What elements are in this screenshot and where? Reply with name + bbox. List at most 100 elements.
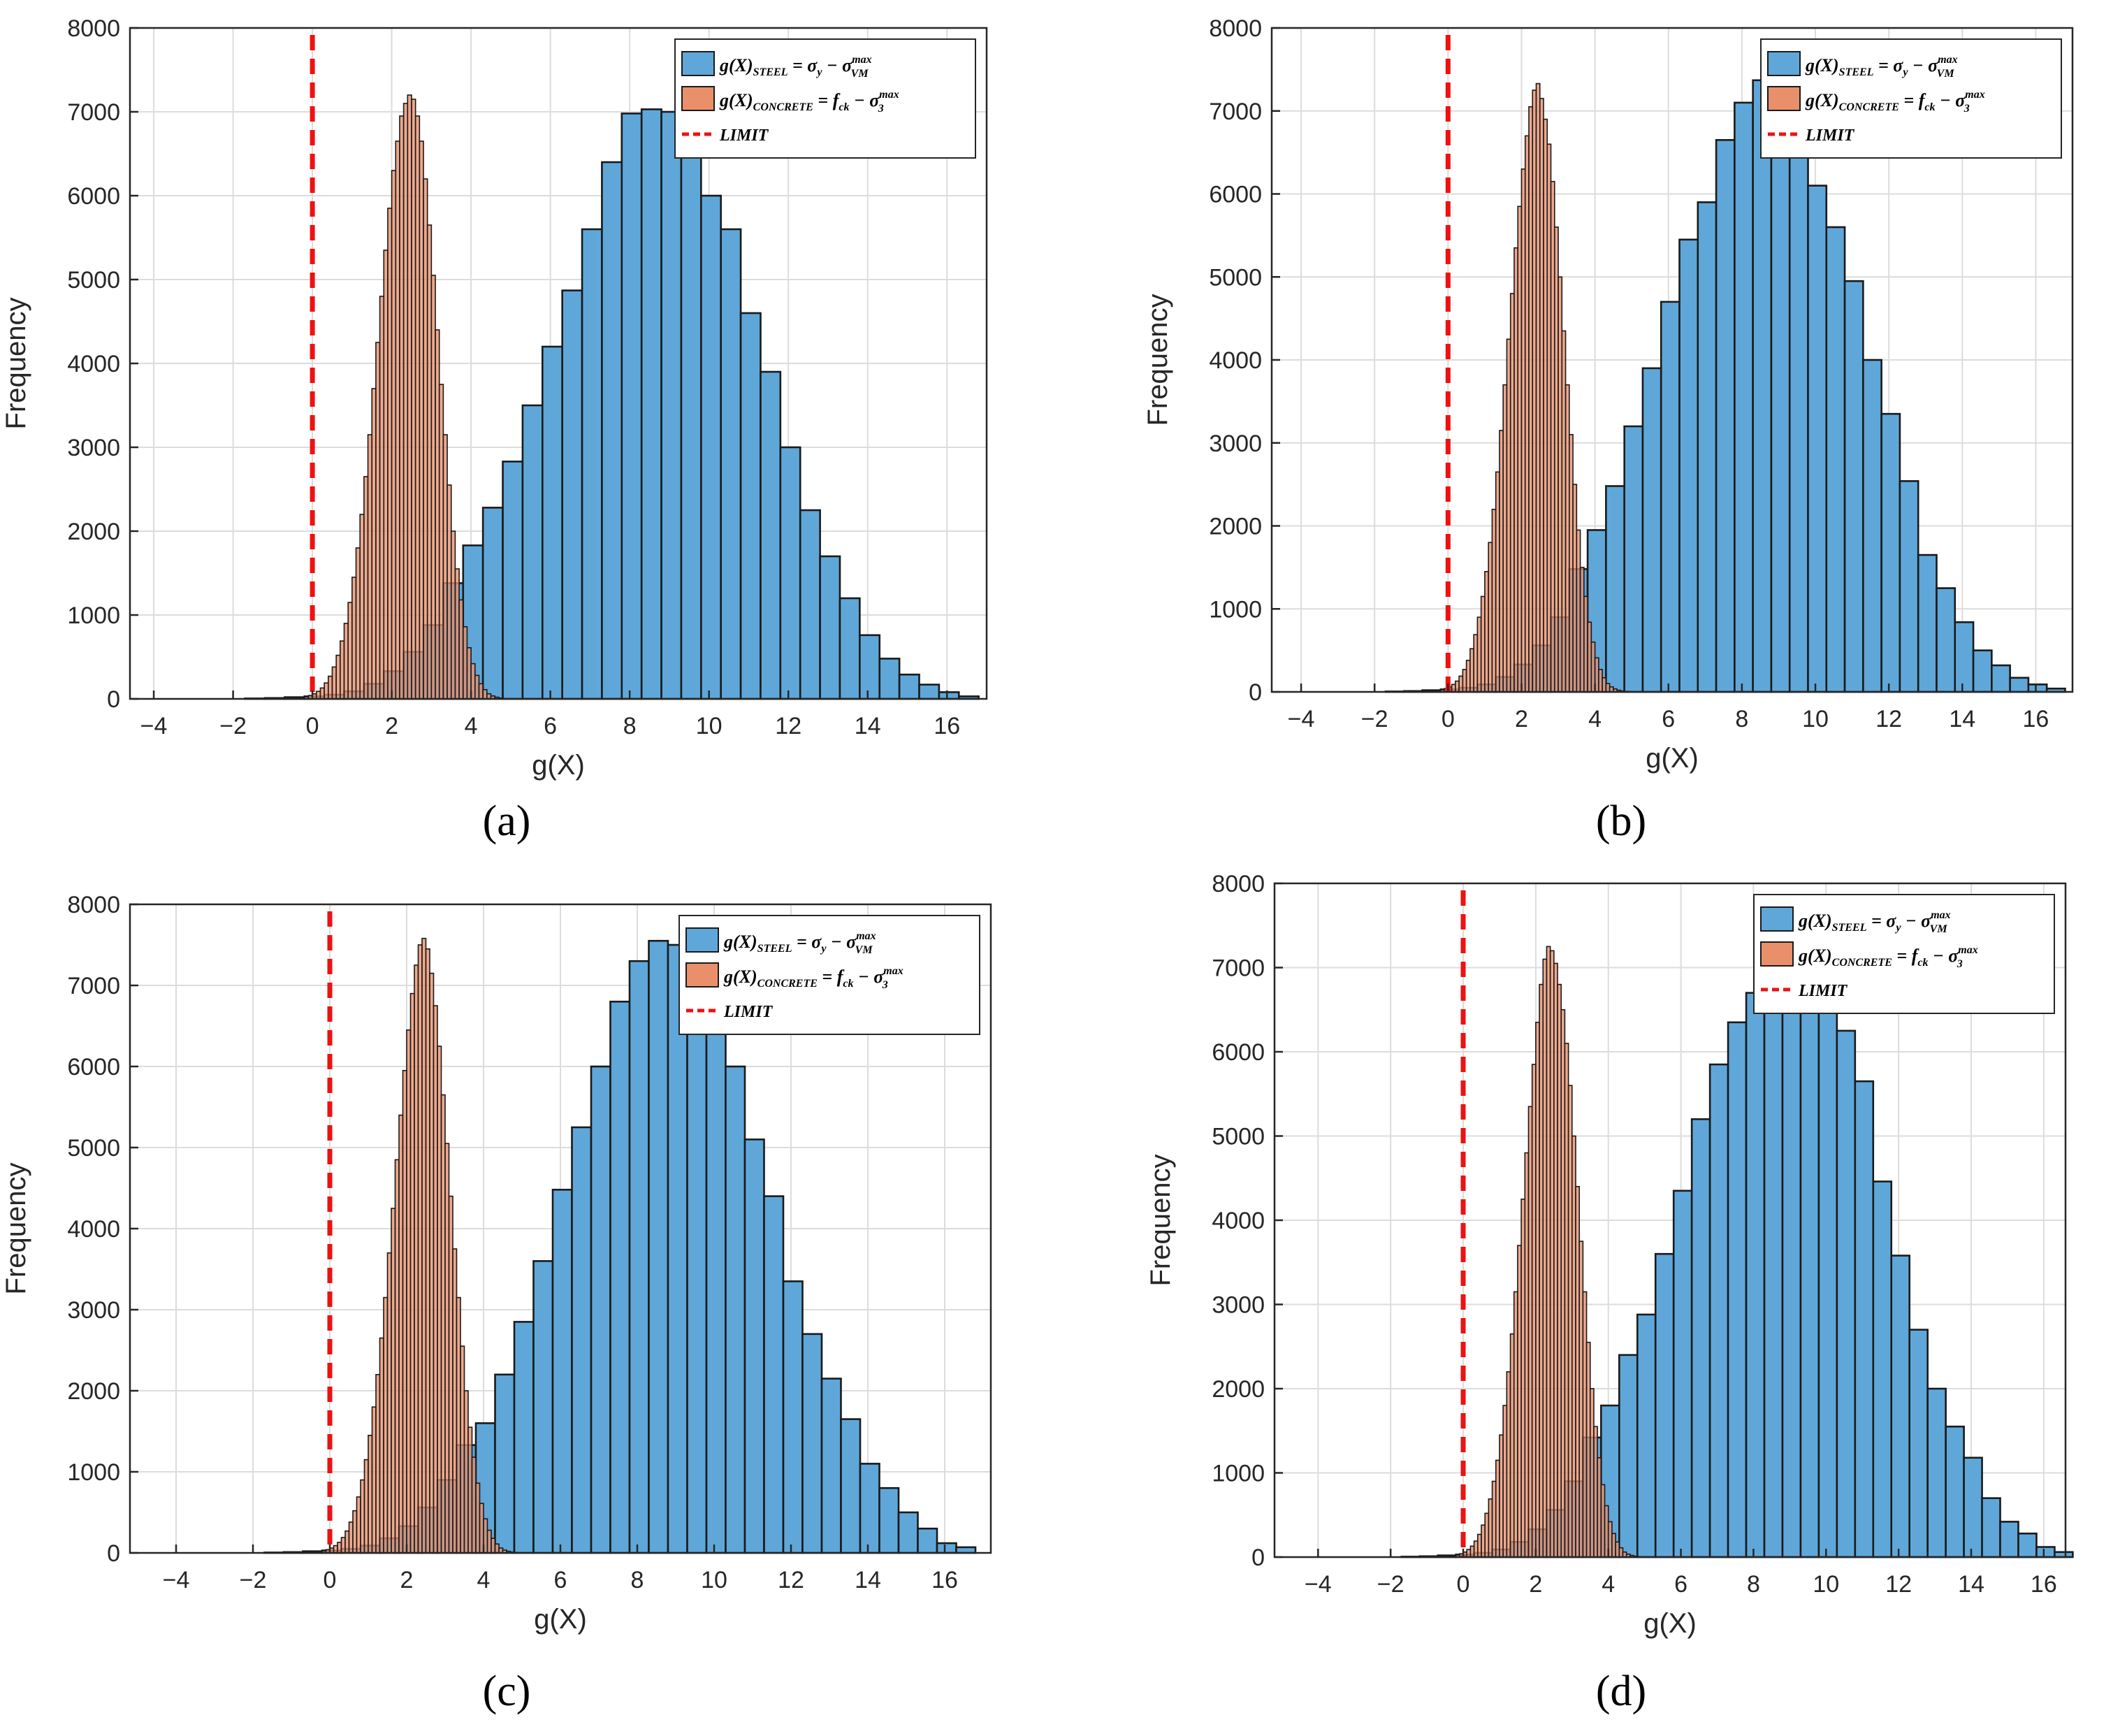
concrete-bar (430, 275, 436, 700)
y-tick-label: 3000 (67, 435, 120, 461)
steel-bar (1926, 1387, 1947, 1558)
concrete-bar (391, 1208, 396, 1554)
steel-bar (1623, 425, 1644, 693)
y-tick-label: 8000 (67, 892, 120, 918)
steel-bar (686, 968, 708, 1554)
steel-bar (878, 658, 901, 700)
steel-bar (760, 370, 782, 700)
concrete-bar (421, 937, 427, 1554)
steel-bar (1654, 1252, 1675, 1558)
steel-bar (1880, 412, 1901, 693)
steel-bar (481, 507, 504, 700)
steel-bar (1788, 118, 1809, 693)
concrete-bar (411, 99, 416, 700)
legend-concrete-label: g(X)CONCRETE = fck − σmax 3 (1805, 89, 1985, 115)
concrete-bar (375, 342, 381, 700)
steel-bar (680, 152, 702, 700)
concrete-bar (391, 170, 397, 700)
concrete-bar (319, 687, 325, 700)
steel-bar (601, 161, 623, 700)
y-tick-label: 6000 (67, 1054, 120, 1080)
x-tick-label: 4 (1588, 706, 1602, 732)
steel-bar (1872, 1180, 1893, 1558)
y-tick-label: 1000 (67, 1459, 120, 1486)
concrete-bar (475, 1482, 481, 1554)
y-tick-label: 8000 (1212, 871, 1265, 897)
concrete-bar (414, 964, 419, 1554)
steel-bar (1807, 185, 1828, 693)
steel-bar (1727, 1021, 1748, 1558)
x-tick-label: −4 (1288, 706, 1315, 732)
x-tick-label: −4 (163, 1567, 190, 1593)
legend-concrete-swatch (1760, 941, 1794, 967)
steel-bar (1715, 139, 1736, 693)
steel-bar (1908, 1329, 1929, 1558)
steel-bar (609, 1000, 631, 1554)
legend-concrete-swatch (681, 86, 715, 111)
concrete-bar (442, 434, 448, 700)
steel-bar (779, 446, 801, 700)
y-axis-label: Frequency (1142, 294, 1173, 426)
steel-bar (1641, 367, 1662, 693)
x-tick-label: 10 (701, 1567, 727, 1593)
steel-bar (1745, 992, 1766, 1558)
concrete-bar (394, 1159, 400, 1554)
concrete-bar (363, 1459, 369, 1554)
concrete-bar (379, 296, 385, 700)
steel-bar (1825, 226, 1846, 693)
concrete-bar (478, 683, 484, 700)
steel-bar (1890, 1254, 1911, 1558)
concrete-bar (383, 249, 389, 700)
concrete-bar (356, 1496, 361, 1554)
steel-bar (513, 1321, 535, 1554)
steel-bar (782, 1280, 804, 1554)
steel-bar (1817, 1005, 1838, 1558)
steel-bar (541, 345, 563, 700)
concrete-bar (448, 1195, 453, 1554)
steel-bar (859, 1463, 880, 1554)
steel-bar (1972, 649, 1993, 693)
steel-bar (801, 1333, 823, 1554)
x-tick-label: 2 (1529, 1571, 1542, 1598)
x-tick-label: 2 (1515, 706, 1528, 732)
steel-bar (819, 555, 841, 700)
x-tick-label: 16 (2031, 1571, 2057, 1598)
x-tick-label: 0 (1457, 1571, 1470, 1598)
legend-concrete-swatch (685, 962, 719, 988)
concrete-bar (458, 599, 464, 700)
concrete-bar (340, 1537, 346, 1554)
x-tick-label: 0 (306, 713, 319, 739)
steel-bar (1981, 1497, 2001, 1558)
y-tick-label: 3000 (1212, 1292, 1265, 1319)
concrete-bar (452, 1248, 458, 1554)
steel-bar (2035, 1546, 2056, 1558)
y-tick-label: 3000 (1209, 431, 1262, 457)
chart-d: −4 −2 0 2 4 6 8 10 12 14 16 0 1000 2000 3000 4000 5000 60… (1145, 871, 2074, 1639)
concrete-bar (324, 682, 329, 700)
concrete-bar (456, 1296, 461, 1554)
x-tick-label: 4 (1602, 1571, 1615, 1598)
caption-a: (a) (482, 797, 531, 845)
x-tick-label: 14 (855, 1567, 881, 1593)
legend-concrete-label: g(X)CONCRETE = fck − σmax 3 (1798, 944, 1978, 970)
steel-bar (1708, 1063, 1729, 1558)
concrete-bar (315, 690, 321, 700)
y-tick-label: 7000 (1212, 955, 1265, 982)
concrete-bar (352, 1510, 358, 1554)
concrete-bar (435, 329, 440, 700)
x-tick-label: −2 (219, 713, 247, 739)
y-tick-label: 0 (1249, 679, 1262, 706)
steel-bar (859, 634, 881, 700)
steel-bar (660, 110, 683, 700)
chart-a: −4 −2 0 2 4 6 8 10 12 14 16 0 1000 2000 3000 4000 5000 60… (1, 15, 988, 781)
legend-box (1760, 38, 2062, 159)
y-tick-label: 5000 (67, 267, 120, 294)
concrete-bar (340, 640, 345, 700)
steel-bar (581, 228, 603, 700)
legend-limit-label: LIMIT (1805, 126, 1855, 145)
steel-bar (1690, 1118, 1711, 1558)
y-axis-label: Frequency (1, 298, 31, 430)
steel-bar (590, 1065, 611, 1554)
steel-bar (1936, 587, 1957, 693)
steel-bar (1854, 1080, 1875, 1558)
